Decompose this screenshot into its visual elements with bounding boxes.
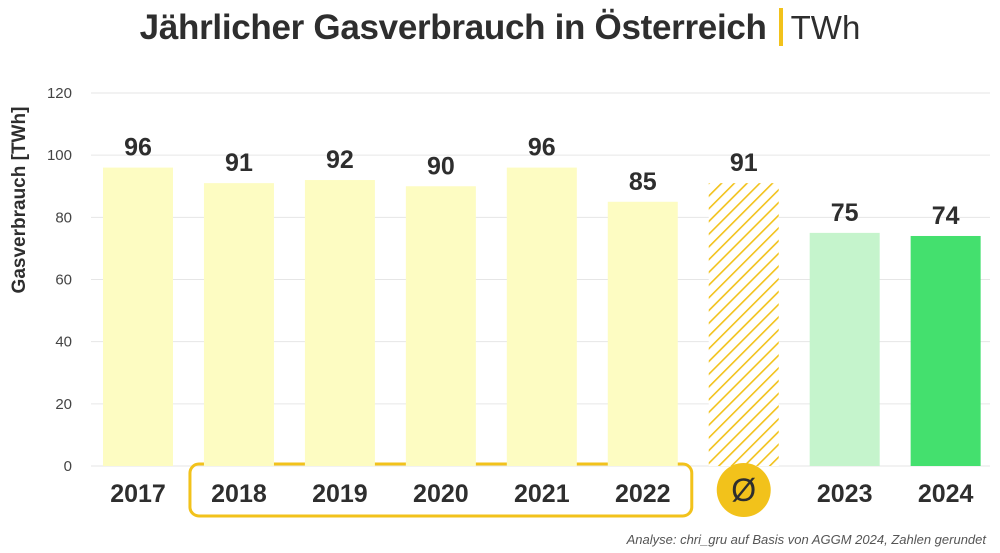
value-label: 91 — [730, 149, 758, 177]
value-label: 74 — [932, 202, 960, 230]
value-label: 92 — [326, 146, 354, 174]
bar-2017 — [103, 167, 173, 466]
y-tick-label: 20 — [55, 396, 72, 413]
x-tick-label: 2019 — [312, 480, 368, 508]
y-tick-label: 120 — [47, 85, 72, 102]
value-labels: 96 91 92 90 96 85 91 75 74 — [124, 134, 960, 230]
value-label: 91 — [225, 149, 253, 177]
y-axis-label: Gasverbrauch [TWh] — [9, 107, 30, 294]
x-tick-label: 2018 — [211, 480, 267, 508]
x-tick-label: 2021 — [514, 480, 570, 508]
chart-title: Jährlicher Gasverbrauch in Österreich — [139, 8, 767, 47]
x-tick-label: 2024 — [918, 480, 974, 508]
value-label: 96 — [124, 134, 152, 162]
title-separator — [778, 8, 783, 46]
bar-2020 — [405, 186, 476, 466]
value-label: 90 — [427, 152, 455, 180]
x-tick-label: 2022 — [615, 480, 671, 508]
y-tick-label: 0 — [64, 458, 72, 475]
bar-Ø — [708, 183, 779, 466]
source-note: Analyse: chri_gru auf Basis von AGGM 202… — [626, 532, 986, 547]
average-symbol: Ø — [731, 472, 756, 508]
y-tick-label: 100 — [47, 147, 72, 164]
bar-2019 — [304, 180, 375, 467]
x-tick-label: 2020 — [413, 480, 469, 508]
y-tick-label: 40 — [55, 334, 72, 351]
value-label: 96 — [528, 134, 556, 162]
bar-2024 — [910, 235, 981, 466]
chart-unit: TWh — [790, 9, 861, 46]
value-label: 85 — [629, 168, 657, 196]
average-badge — [716, 463, 771, 517]
x-tick-label: 2023 — [817, 480, 873, 508]
bar-2021 — [506, 167, 577, 466]
value-label: 75 — [831, 199, 859, 227]
y-tick-label: 60 — [55, 272, 72, 289]
bar-2018 — [203, 183, 274, 466]
chart-title-row: Jährlicher Gasverbrauch in Österreich TWh — [0, 8, 1000, 48]
bar-2022 — [607, 201, 678, 466]
x-axis-ticks: 2017 2018 2019 2020 2021 2022 Ø 2023 2024 — [110, 463, 974, 517]
bar-2023 — [809, 232, 880, 466]
x-tick-label: 2017 — [110, 480, 166, 508]
bars — [103, 167, 981, 467]
y-axis-ticks: 0 20 40 60 80 100 120 — [47, 85, 72, 475]
y-tick-label: 80 — [55, 209, 72, 226]
